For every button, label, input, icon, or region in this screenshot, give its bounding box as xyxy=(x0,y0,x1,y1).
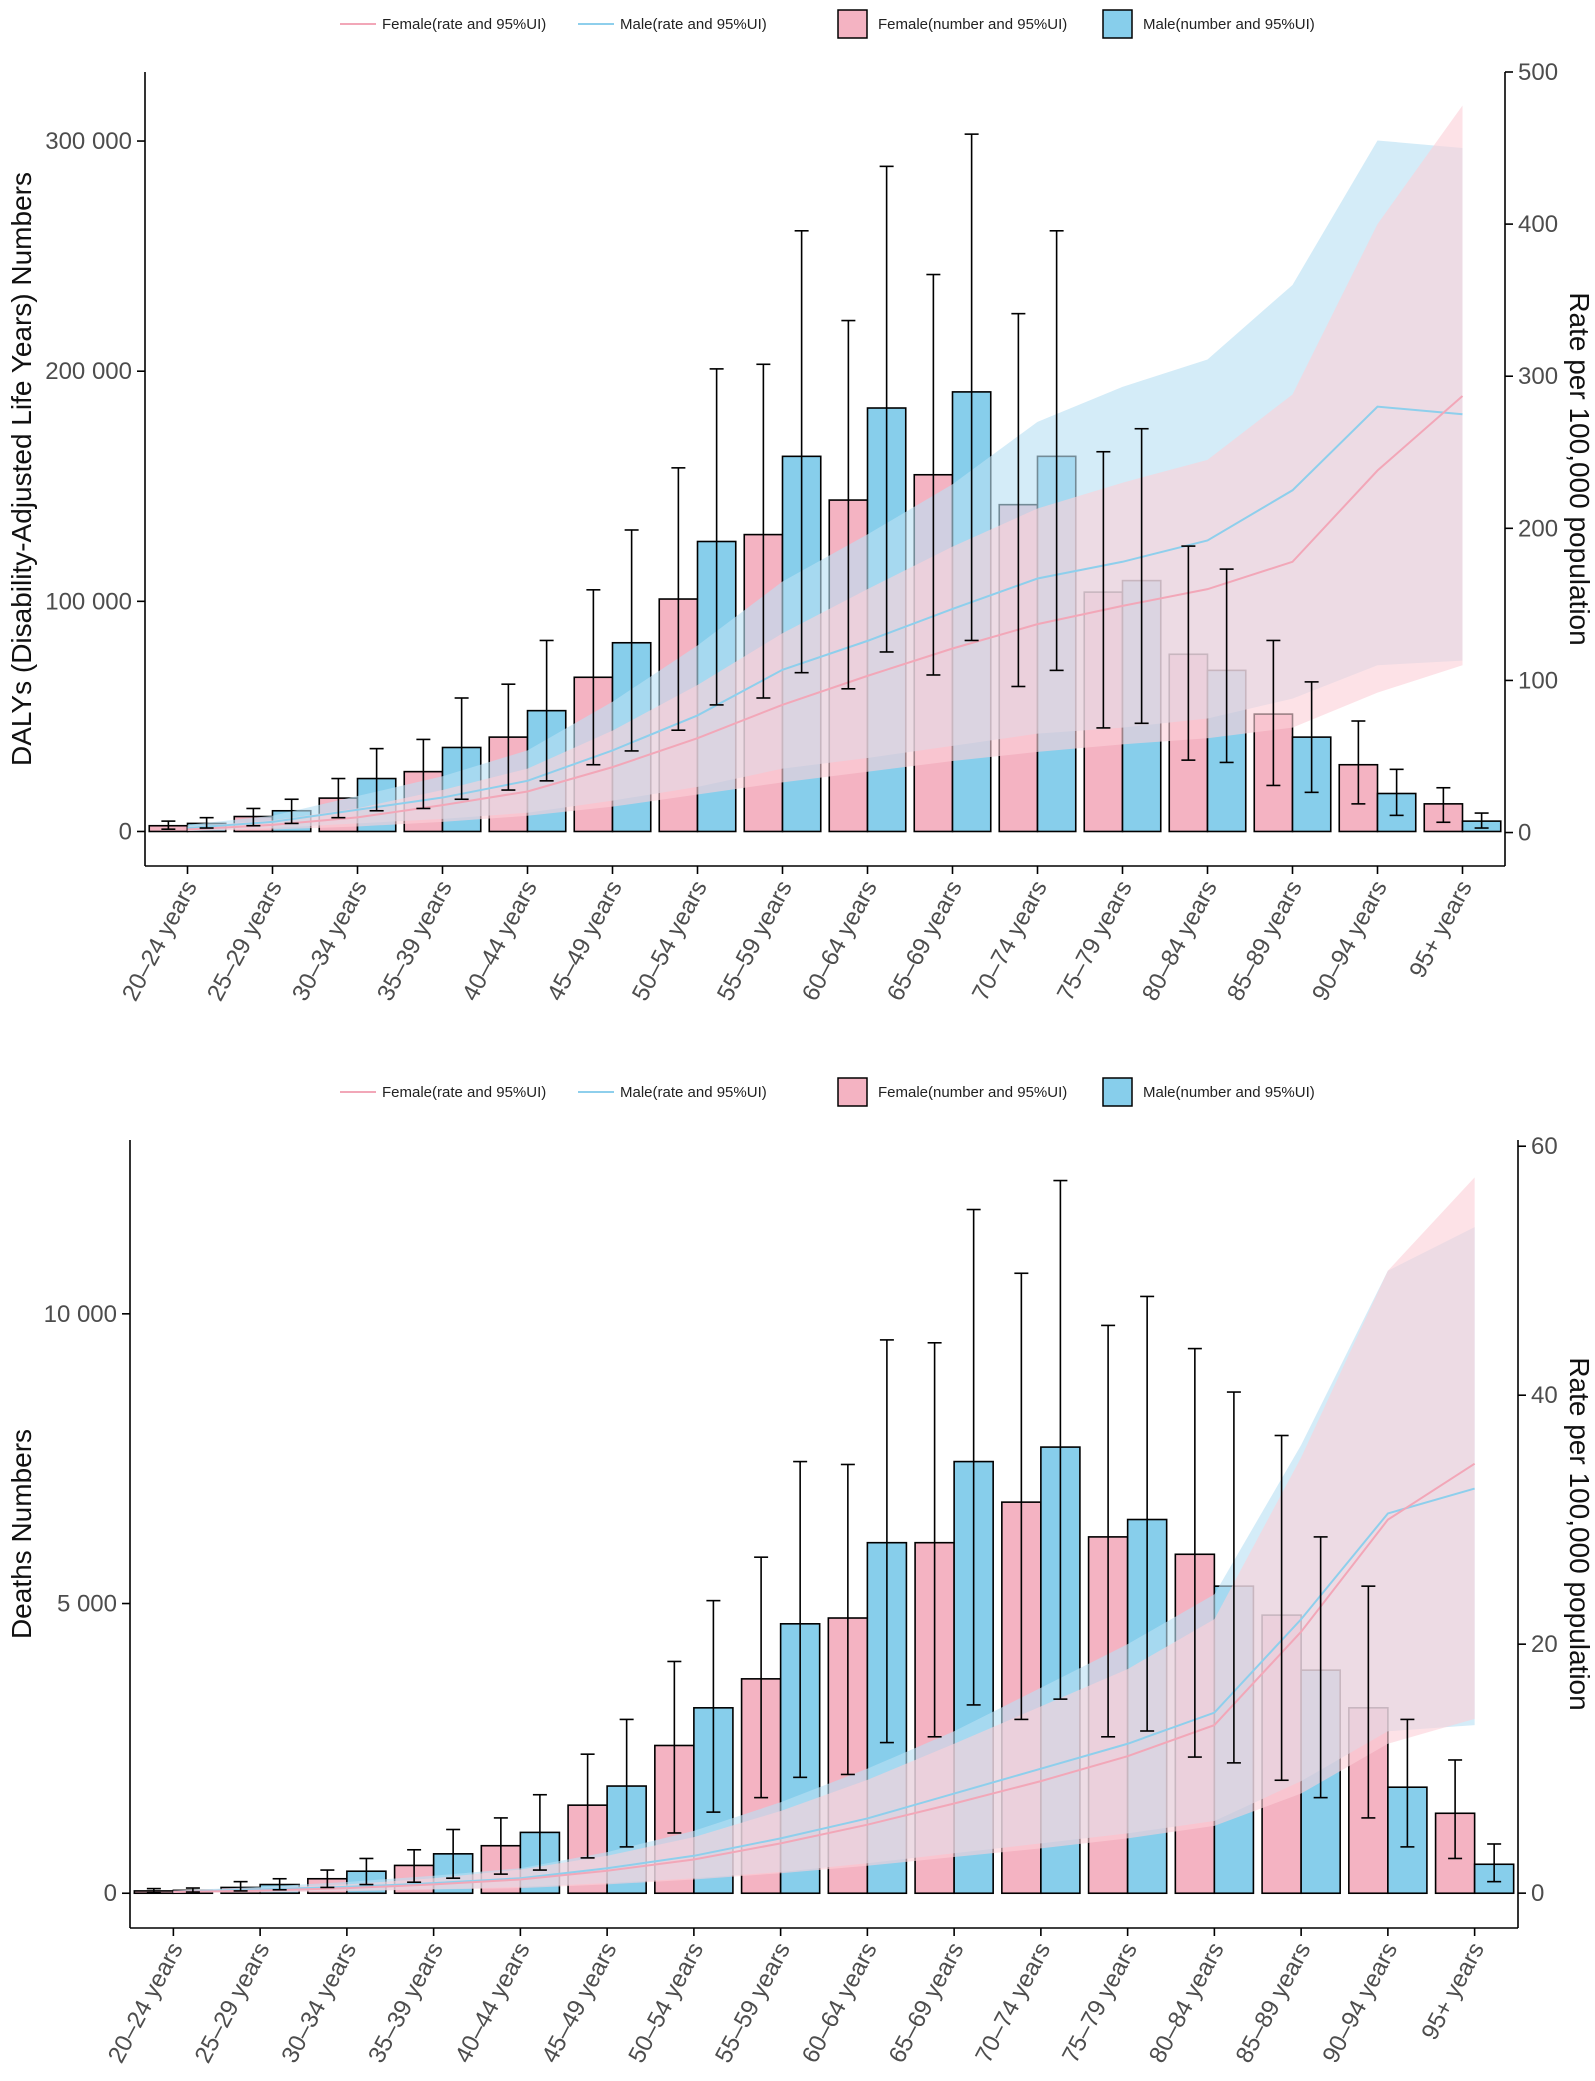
legend-male-number-swatch xyxy=(1102,9,1133,39)
x-tick-label-85-89-years: 85–89 years xyxy=(1231,1938,1317,2067)
x-tick-label-45-49-years: 45–49 years xyxy=(542,876,628,1005)
x-tick-label-60-64-years: 60–64 years xyxy=(797,876,883,1005)
x-tick-label-25-29-years: 25–29 years xyxy=(190,1938,276,2067)
legend-female-rate-label: Female(rate and 95%UI) xyxy=(382,1084,546,1101)
legend-male-number-swatch xyxy=(1102,1077,1133,1107)
legend-male-rate-label: Male(rate and 95%UI) xyxy=(620,1084,767,1101)
y2-tick-label: 300 xyxy=(1518,363,1558,390)
x-tick-label-30-34-years: 30–34 years xyxy=(276,1938,362,2067)
y2-tick-label: 20 xyxy=(1531,1631,1558,1658)
error-bars xyxy=(146,1179,1502,1894)
x-tick-label-80-84-years: 80–84 years xyxy=(1144,1938,1230,2067)
x-tick-label-20-24-years: 20–24 years xyxy=(103,1938,189,2067)
male-rate-line xyxy=(173,1487,1475,1893)
x-tick-label-70-74-years: 70–74 years xyxy=(970,1938,1056,2067)
female-rate-band xyxy=(173,1177,1475,1893)
female-rate-line xyxy=(187,395,1464,831)
x-tick-label-80-84-years: 80–84 years xyxy=(1137,876,1223,1005)
x-tick-label-50-54-years: 50–54 years xyxy=(627,876,713,1005)
legend-top: Female(rate and 95%UI) Male(rate and 95%… xyxy=(340,9,1315,39)
x-tick-label-35-39-years: 35–39 years xyxy=(372,876,458,1005)
y-tick-label: 5 000 xyxy=(57,1591,117,1618)
x-tick-label-75-79-years: 75–79 years xyxy=(1057,1938,1143,2067)
y2-tick-label: 100 xyxy=(1518,667,1558,694)
y2-tick-label: 60 xyxy=(1531,1133,1558,1160)
x-tick-label-35-39-years: 35–39 years xyxy=(363,1938,449,2067)
y-tick-label: 0 xyxy=(119,818,132,845)
x-tick-label-20-24-years: 20–24 years xyxy=(117,876,203,1005)
x-tick-label-90-94-years: 90–94 years xyxy=(1307,876,1393,1005)
x-tick-label-85-89-years: 85–89 years xyxy=(1222,876,1308,1005)
y-axis-title: Deaths Numbers xyxy=(6,1429,37,1639)
legend-bottom: Female(rate and 95%UI) Male(rate and 95%… xyxy=(340,1077,1315,1107)
y-tick-label: 0 xyxy=(104,1880,117,1907)
y-tick-label: 200 000 xyxy=(45,358,132,385)
deaths-panel: 0 5 000 10 000 0 20 40 60 20–24 years 25–29 year… xyxy=(6,1133,1595,2067)
legend-female-number-swatch xyxy=(837,9,868,39)
x-tick-label-65-69-years: 65–69 years xyxy=(884,1938,970,2067)
y2-axis-title: Rate per 100,000 population xyxy=(1564,1357,1595,1710)
x-tick-label-95-years: 95+ years xyxy=(1416,1938,1490,2044)
y2-axis-title: Rate per 100,000 population xyxy=(1564,292,1595,645)
legend-female-number-swatch xyxy=(837,1077,868,1107)
male-rate-line xyxy=(187,405,1463,829)
y2-tick-label: 500 xyxy=(1518,59,1558,86)
y2-tick-label: 0 xyxy=(1518,820,1531,847)
x-tick-label-90-94-years: 90–94 years xyxy=(1317,1938,1403,2067)
y-axis-title: DALYs (Disability-Adjusted Life Years) N… xyxy=(6,172,37,766)
y2-tick-label: 200 xyxy=(1518,515,1558,542)
x-tick-label-40-44-years: 40–44 years xyxy=(457,876,543,1005)
x-tick-label-55-59-years: 55–59 years xyxy=(710,1938,796,2067)
legend-male-number-label: Male(number and 95%UI) xyxy=(1143,1084,1315,1101)
x-tick-label-55-59-years: 55–59 years xyxy=(712,876,798,1005)
x-tick-label-75-79-years: 75–79 years xyxy=(1052,876,1138,1005)
x-tick-label-65-69-years: 65–69 years xyxy=(882,876,968,1005)
x-tick-label-95-years: 95+ years xyxy=(1404,876,1478,982)
female-rate-line xyxy=(173,1462,1476,1893)
x-tick-label-25-29-years: 25–29 years xyxy=(202,876,288,1005)
female-rate-band xyxy=(187,105,1463,832)
y2-tick-label: 400 xyxy=(1518,211,1558,238)
y2-tick-label: 0 xyxy=(1531,1880,1544,1907)
y-tick-label: 300 000 xyxy=(45,128,132,155)
legend-female-number-label: Female(number and 95%UI) xyxy=(878,1084,1067,1101)
y-tick-label: 100 000 xyxy=(45,588,132,615)
legend-male-number-label: Male(number and 95%UI) xyxy=(1143,16,1315,33)
legend-female-number-label: Female(number and 95%UI) xyxy=(878,16,1067,33)
error-bars xyxy=(161,133,1489,830)
x-tick-label-40-44-years: 40–44 years xyxy=(450,1938,536,2067)
dalys-panel: 0 100 000 200 000 300 000 0 100 200 300 400 500 20… xyxy=(6,59,1595,1005)
legend-male-rate-label: Male(rate and 95%UI) xyxy=(620,16,767,33)
x-tick-label-45-49-years: 45–49 years xyxy=(537,1938,623,2067)
legend-female-rate-label: Female(rate and 95%UI) xyxy=(382,16,546,33)
y-tick-label: 10 000 xyxy=(44,1301,117,1328)
x-tick-label-60-64-years: 60–64 years xyxy=(797,1938,883,2067)
x-tick-label-30-34-years: 30–34 years xyxy=(287,876,373,1005)
x-tick-label-70-74-years: 70–74 years xyxy=(967,876,1053,1005)
x-tick-label-50-54-years: 50–54 years xyxy=(623,1938,709,2067)
y2-tick-label: 40 xyxy=(1531,1382,1558,1409)
